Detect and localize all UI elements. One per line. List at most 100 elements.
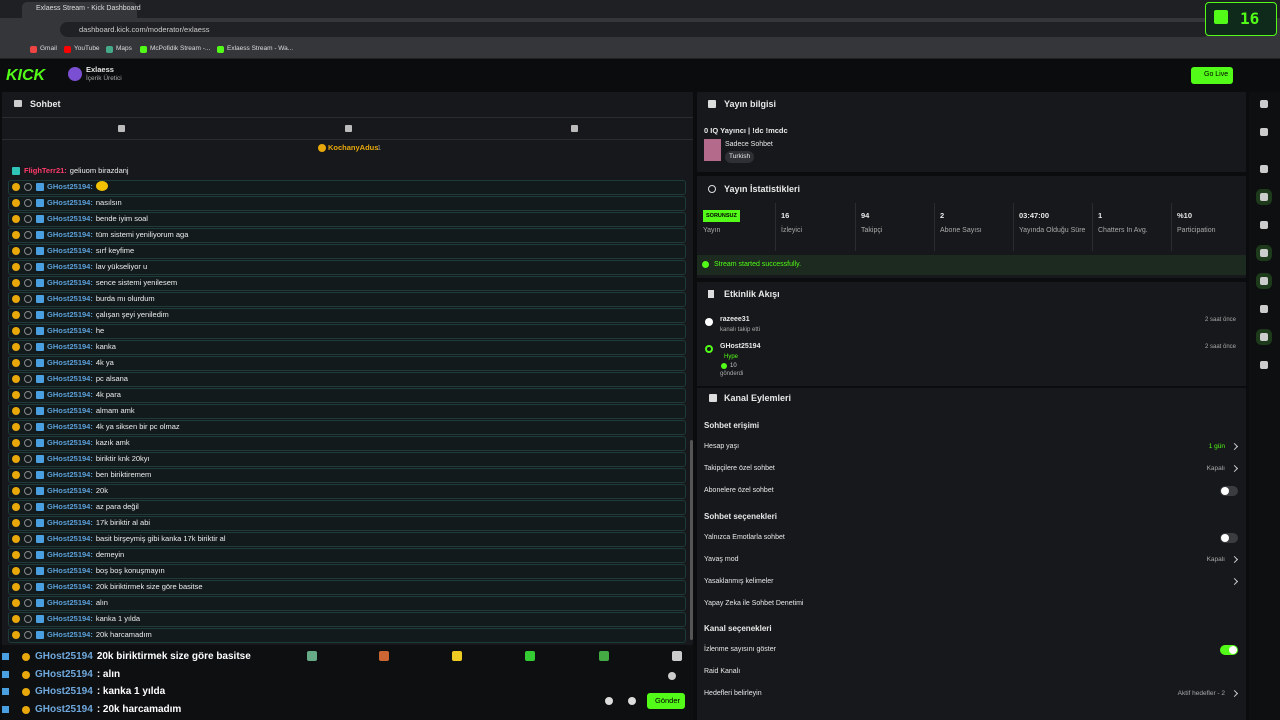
bookmark[interactable]: McPofidik Stream -... — [150, 45, 211, 52]
panel-title: Yayın İstatistikleri — [724, 184, 801, 194]
message-user[interactable]: GHost25194: — [47, 374, 93, 383]
setting-label[interactable]: Yalnızca Emotlarla sohbet — [704, 534, 785, 541]
scrollbar[interactable] — [690, 440, 693, 640]
send-button[interactable]: Gönder — [647, 693, 685, 709]
message-text: tüm sistemi yeniliyorum aga — [95, 230, 189, 239]
message-user[interactable]: GHost25194: — [47, 310, 93, 319]
toggle[interactable] — [1220, 486, 1238, 496]
setting-label[interactable]: Hesap yaşı — [704, 443, 740, 450]
emote-icon[interactable] — [307, 651, 317, 661]
sidebar-icon[interactable] — [1260, 100, 1268, 108]
stats-divider — [1013, 203, 1014, 251]
message-user[interactable]: GHost25194: — [47, 614, 93, 623]
message-user[interactable]: GHost25194: — [47, 342, 93, 351]
message-text: 4k para — [95, 390, 121, 399]
message: GHost25194: almam amk — [47, 405, 135, 417]
message-user[interactable]: GHost25194: — [47, 358, 93, 367]
sidebar-icon[interactable] — [1260, 128, 1268, 136]
language-tag: Turkish — [725, 151, 755, 163]
sidebar-icon[interactable] — [1260, 333, 1268, 341]
tab-title: Exlaess Stream - Kick Dashboard — [36, 5, 141, 12]
message-user[interactable]: GHost25194: — [47, 454, 93, 463]
activity-panel — [697, 282, 1246, 386]
setting-value[interactable]: 1 gün — [1208, 443, 1225, 450]
emote-icon[interactable] — [525, 651, 535, 661]
sidebar-icon[interactable] — [1260, 249, 1268, 257]
chat-tool[interactable] — [345, 125, 352, 132]
setting-label[interactable]: Yasaklanmış kelimeler — [704, 578, 774, 585]
message-user[interactable]: GHost25194: — [47, 406, 93, 415]
url[interactable]: dashboard.kick.com/moderator/exlaess — [79, 25, 210, 34]
message-row — [8, 532, 686, 547]
chat-tool[interactable] — [118, 125, 125, 132]
setting-value[interactable]: Aktif hedefler - 2 — [1177, 690, 1225, 697]
send-label[interactable]: Gönder — [655, 696, 681, 705]
toggle[interactable] — [1220, 533, 1238, 543]
setting-value[interactable]: Kapalı — [1206, 556, 1225, 563]
input-tool[interactable] — [628, 697, 636, 705]
sidebar-icon[interactable] — [1260, 277, 1268, 285]
message-user[interactable]: GHost25194: — [47, 598, 93, 607]
message-text: çalışan şeyi yeniledim — [95, 310, 169, 319]
sidebar-icon[interactable] — [1260, 305, 1268, 313]
sidebar-icon[interactable] — [1260, 361, 1268, 369]
emote-icon[interactable] — [379, 651, 389, 661]
message-user[interactable]: GHost25194: — [47, 566, 93, 575]
sidebar-icon[interactable] — [1260, 165, 1268, 173]
badge — [24, 455, 32, 463]
message-user[interactable]: GHost25194: — [47, 550, 93, 559]
message-user[interactable]: GHost25194: — [47, 230, 93, 239]
setting-label[interactable]: İzlenme sayısını göster — [704, 646, 776, 653]
input-emoji[interactable] — [668, 672, 676, 680]
message-user[interactable]: GHost25194: — [47, 278, 93, 287]
message-text: bende iyim soal — [95, 214, 148, 223]
input-tool[interactable] — [605, 697, 613, 705]
address-bar[interactable] — [60, 22, 1210, 37]
bookmark[interactable]: Maps — [116, 45, 132, 52]
message-user[interactable]: GHost25194: — [47, 262, 93, 271]
badge — [36, 455, 44, 463]
message-user[interactable]: GHost25194: — [47, 534, 93, 543]
message-user[interactable]: GHost25194: — [47, 294, 93, 303]
message-user[interactable]: GHost25194: — [47, 182, 93, 191]
setting-label[interactable]: Raid Kanalı — [704, 668, 741, 675]
message-user[interactable]: GHost25194: — [47, 326, 93, 335]
emote-icon[interactable] — [672, 651, 682, 661]
emote-icon[interactable] — [452, 651, 462, 661]
emote-icon[interactable] — [599, 651, 609, 661]
sidebar-icon[interactable] — [1260, 221, 1268, 229]
chat-tool[interactable] — [571, 125, 578, 132]
go-live-label[interactable]: Go Live — [1204, 71, 1229, 78]
message-user[interactable]: GHost25194: — [47, 198, 93, 207]
message-user[interactable]: GHost25194: — [47, 422, 93, 431]
setting-label[interactable]: Abonelere özel sohbet — [704, 487, 774, 494]
message-user[interactable]: GHost25194: — [47, 502, 93, 511]
setting-label[interactable]: Takipçilere özel sohbet — [704, 465, 775, 472]
channel-name: Exlaess — [86, 65, 114, 74]
message-user[interactable]: GHost25194: — [47, 470, 93, 479]
message-user[interactable]: GHost25194: — [47, 214, 93, 223]
tab[interactable] — [22, 2, 137, 18]
badge — [36, 183, 44, 191]
setting-value[interactable]: Kapalı — [1206, 465, 1225, 472]
setting-label[interactable]: Hedefleri belirleyin — [704, 690, 762, 697]
message-user[interactable]: GHost25194: — [47, 630, 93, 639]
message-user[interactable]: GHost25194: — [47, 486, 93, 495]
message-user[interactable]: GHost25194: — [47, 438, 93, 447]
setting-label[interactable]: Yavaş mod — [704, 556, 739, 563]
message-user[interactable]: FlighTerr21: — [24, 166, 67, 175]
badge — [36, 615, 44, 623]
logo[interactable]: KICK — [6, 67, 46, 84]
message-user[interactable]: GHost25194: — [47, 390, 93, 399]
bookmark[interactable]: Gmail — [40, 45, 57, 52]
message-user[interactable]: GHost25194: — [47, 518, 93, 527]
go-live-button[interactable] — [1191, 67, 1233, 84]
bookmark[interactable]: Exlaess Stream - Wa... — [227, 45, 294, 52]
message-user[interactable]: GHost25194: — [47, 246, 93, 255]
event-amount: 10 — [730, 363, 737, 369]
bookmark[interactable]: YouTube — [74, 45, 100, 52]
badge — [24, 295, 32, 303]
message-user[interactable]: GHost25194: — [47, 582, 93, 591]
sidebar-icon[interactable] — [1260, 193, 1268, 201]
setting-label[interactable]: Yapay Zeka ile Sohbet Denetimi — [704, 600, 804, 607]
